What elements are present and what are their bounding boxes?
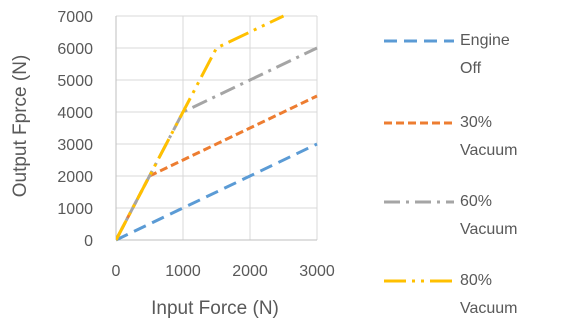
y-tick-label: 1000: [57, 201, 93, 218]
legend-label-3: 60% Vacuum: [460, 193, 518, 238]
legend: Engine Off 30% Vacuum 60% Vacuum 80% Vacuum: [384, 32, 518, 317]
axes: [115, 16, 317, 241]
series-lines: [116, 14, 318, 242]
gridlines: [116, 15, 318, 240]
y-tick-label: 4000: [57, 105, 93, 122]
legend-label-1: Engine Off: [460, 32, 510, 77]
x-tick-label: 1000: [165, 263, 201, 280]
y-tick-label: 5000: [57, 73, 93, 90]
y-tick-label: 3000: [57, 137, 93, 154]
x-tick-label: 0: [112, 263, 121, 280]
y-tick-label: 2000: [57, 169, 93, 186]
y-axis-title: Output Fprce (N): [10, 55, 31, 198]
x-tick-label: 2000: [232, 263, 268, 280]
legend-label-4: 80% Vacuum: [460, 272, 518, 317]
series-line-4: [116, 14, 285, 241]
y-tick-label: 6000: [57, 41, 93, 58]
x-tick-label: 3000: [299, 263, 335, 280]
x-axis-title: Input Force (N): [151, 298, 279, 319]
series-line-1: [116, 142, 318, 242]
series-line-2: [116, 94, 318, 241]
y-tick-label: 0: [84, 233, 93, 250]
legend-label-2: 30% Vacuum: [460, 114, 518, 159]
y-tick-label: 7000: [57, 9, 93, 26]
tick-labels: 0 1000 2000 3000 4000 5000 6000 7000 0 1000 2000 30…: [57, 9, 334, 280]
